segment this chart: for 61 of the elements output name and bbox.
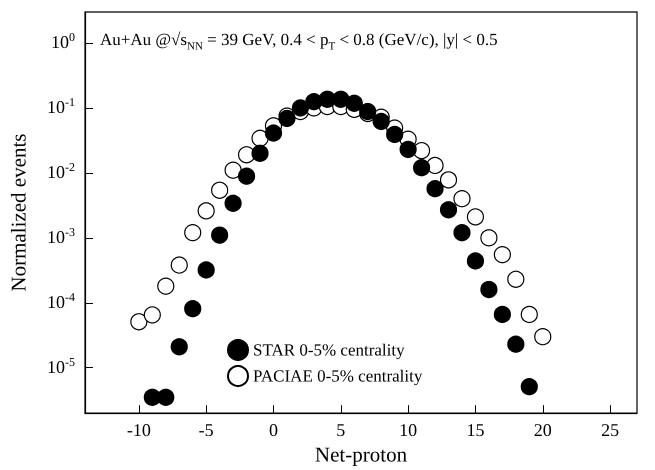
x-tick-label: 0 [268, 420, 278, 440]
x-tick-label: 5 [336, 420, 346, 440]
y-tick-label: 10$^{-4}$ [47, 290, 75, 313]
point [305, 93, 322, 110]
point [440, 171, 458, 188]
x-axis-title: Net-proton [314, 442, 408, 466]
point [264, 124, 282, 142]
point [130, 313, 148, 330]
x-tick-label: 25 [601, 420, 620, 440]
point [494, 306, 511, 324]
point [440, 201, 458, 218]
legend-label: PACIAE 0-5% centrality [253, 366, 423, 386]
point [144, 306, 161, 324]
x-tick-label: 10 [399, 420, 418, 440]
point [251, 144, 269, 162]
point [466, 252, 484, 270]
y-tick-label: 10$^{-1}$ [47, 94, 75, 118]
point [238, 168, 256, 185]
point [466, 208, 484, 226]
point [211, 182, 228, 199]
point [386, 126, 404, 144]
x-tick-label: -10 [126, 420, 151, 440]
point [157, 278, 174, 295]
point [184, 224, 202, 242]
point [507, 270, 524, 288]
point [426, 180, 444, 198]
point [413, 159, 430, 176]
point [453, 190, 471, 208]
point [198, 261, 215, 279]
point [170, 256, 188, 274]
annotation: Au+Au @√s$_{NN}$ = 39 GeV, 0.4 < p$_{T}$ < 0.8 (GeV/c), |y| < 0.5 [100, 30, 498, 52]
point [426, 156, 444, 174]
y-tick-label: 10$^{-3}$ [47, 224, 75, 248]
point [400, 140, 417, 158]
y-tick-label: 10$^{-2}$ [47, 160, 75, 183]
point [157, 388, 174, 406]
point [170, 338, 188, 356]
y-tick-label: 10$^{-5}$ [47, 354, 75, 378]
point [372, 112, 390, 130]
point [507, 336, 524, 353]
x-tick-label: -5 [198, 420, 214, 440]
point [346, 94, 363, 112]
legend-label: STAR 0-5% centrality [253, 340, 406, 360]
point [224, 162, 242, 179]
point [198, 202, 215, 220]
point [520, 378, 538, 396]
y-axis-title: Normalized events [6, 134, 30, 292]
point [332, 90, 350, 108]
point [224, 194, 242, 212]
point [534, 328, 552, 346]
point [184, 300, 202, 318]
point [480, 280, 498, 298]
y-tick-label: 10$^{0}$ [51, 30, 75, 53]
point [211, 226, 228, 244]
point [453, 224, 471, 242]
x-tick-label: 15 [466, 420, 484, 440]
x-tick-label: 20 [534, 420, 552, 440]
point [494, 246, 511, 264]
point [520, 306, 538, 324]
point [292, 99, 310, 117]
point [480, 229, 498, 246]
